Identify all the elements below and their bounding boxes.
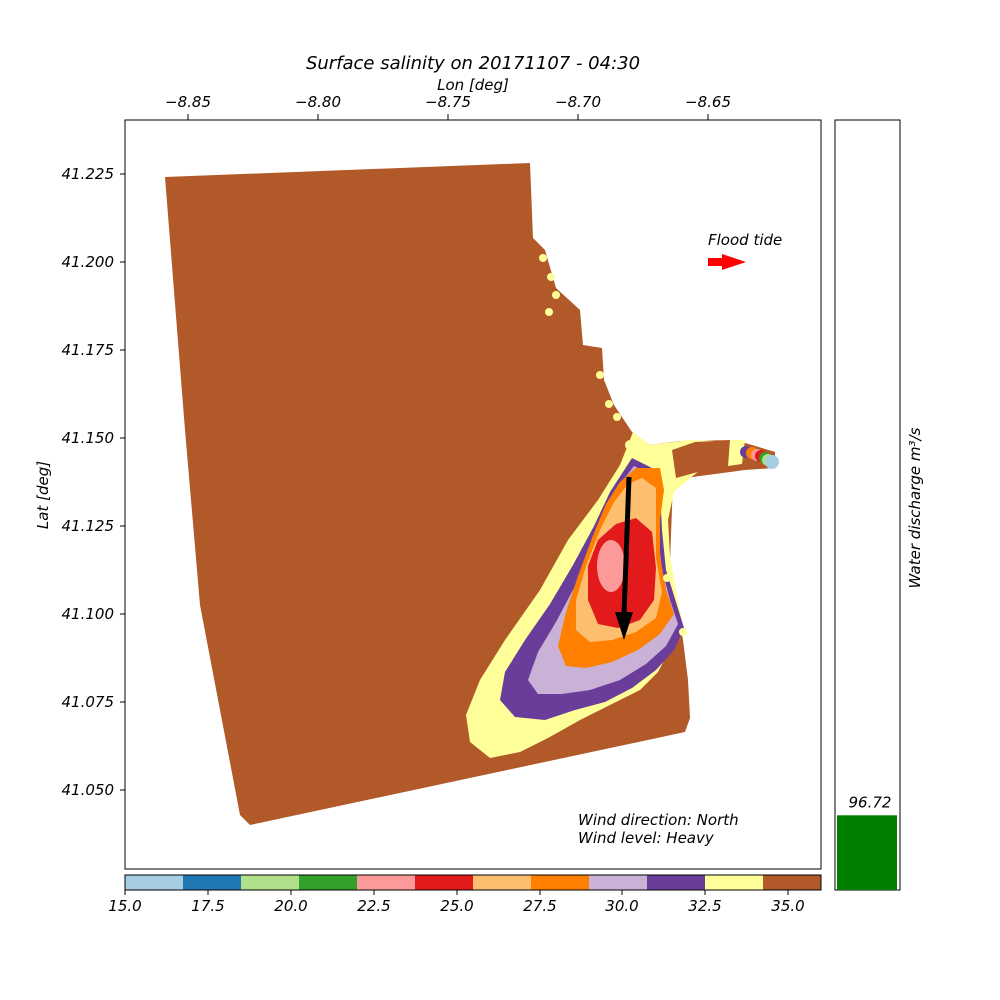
lat-axis: 41.225 41.200 41.175 41.150 41.125 41.10…	[34, 165, 125, 799]
lat-tick-label: 41.225	[62, 165, 115, 183]
tide-arrow	[708, 254, 746, 270]
colorbar-frame	[124, 874, 822, 891]
lon-tick-label: −8.70	[555, 93, 601, 111]
lon-tick-label: −8.65	[685, 93, 731, 111]
colorbar-tick-label: 32.5	[688, 897, 721, 915]
coast-speckle	[545, 308, 553, 316]
colorbar-tick-label: 20.0	[274, 897, 307, 915]
colorbar-cell	[183, 875, 242, 890]
wind-arrow-head	[615, 612, 633, 640]
salinity-colorbar	[125, 875, 822, 890]
colorbar-cell	[531, 875, 590, 890]
coast-speckle	[605, 400, 613, 408]
coast-speckle	[663, 574, 671, 582]
map-panel	[165, 163, 779, 825]
estuary-blue-dot	[765, 455, 779, 469]
colorbar-tick-label: 27.5	[523, 897, 556, 915]
lat-tick-label: 41.125	[62, 517, 115, 535]
lat-tick-label: 41.175	[62, 341, 115, 359]
wind-level-text: Wind level: Heavy	[578, 829, 715, 847]
estuary-yellow	[728, 440, 745, 466]
colorbar-tick-label: 17.5	[191, 897, 224, 915]
coast-speckle	[552, 291, 560, 299]
lon-tick-label: −8.75	[425, 93, 471, 111]
discharge-value-label: 96.72	[849, 793, 892, 811]
colorbar-tick-label: 30.0	[605, 897, 638, 915]
wind-direction-text: Wind direction: North	[578, 811, 739, 829]
colorbar-cell	[241, 875, 300, 890]
colorbar-cell	[763, 875, 822, 890]
colorbar-cell	[473, 875, 532, 890]
coast-speckle	[613, 413, 621, 421]
lat-tick-label: 41.075	[62, 693, 115, 711]
colorbar-cell	[125, 875, 184, 890]
colorbar-tick-label: 22.5	[357, 897, 390, 915]
tide-label: Flood tide	[708, 231, 782, 249]
coast-speckle	[679, 628, 687, 636]
colorbar-cell	[647, 875, 706, 890]
lon-axis-label: Lon [deg]	[437, 76, 509, 94]
lon-tick-label: −8.85	[165, 93, 211, 111]
lon-tick-label: −8.80	[295, 93, 341, 111]
colorbar-cell	[357, 875, 416, 890]
colorbar-cell	[415, 875, 474, 890]
plume-pink-core	[597, 540, 625, 592]
colorbar-tick-label: 15.0	[108, 897, 141, 915]
colorbar-cell	[705, 875, 764, 890]
colorbar-ticks: 15.0 17.5 20.0 22.5 25.0 27.5 30.0 32.5 …	[108, 890, 805, 915]
discharge-bar	[837, 815, 897, 890]
wind-arrow-shaft	[621, 476, 632, 616]
lat-tick-label: 41.200	[62, 253, 115, 271]
lat-tick-label: 41.150	[62, 429, 115, 447]
coast-speckle	[625, 440, 635, 450]
figure-title: Surface salinity on 20171107 - 04:30	[306, 53, 640, 74]
colorbar-cell	[299, 875, 358, 890]
colorbar-tick-label: 35.0	[771, 897, 804, 915]
lat-axis-label: Lat [deg]	[34, 461, 52, 529]
discharge-axis-label: Water discharge m³/s	[906, 427, 924, 588]
colorbar-tick-label: 25.0	[440, 897, 473, 915]
lat-tick-label: 41.050	[62, 781, 115, 799]
lat-tick-label: 41.100	[62, 605, 115, 623]
coast-speckle	[539, 254, 547, 262]
colorbar-cell	[589, 875, 648, 890]
discharge-panel-frame	[834, 119, 901, 891]
coast-speckle	[547, 273, 555, 281]
lon-axis: −8.85 −8.80 −8.75 −8.70 −8.65 Lon [deg]	[165, 76, 731, 120]
coast-speckle	[596, 371, 604, 379]
map-frame	[124, 119, 822, 870]
